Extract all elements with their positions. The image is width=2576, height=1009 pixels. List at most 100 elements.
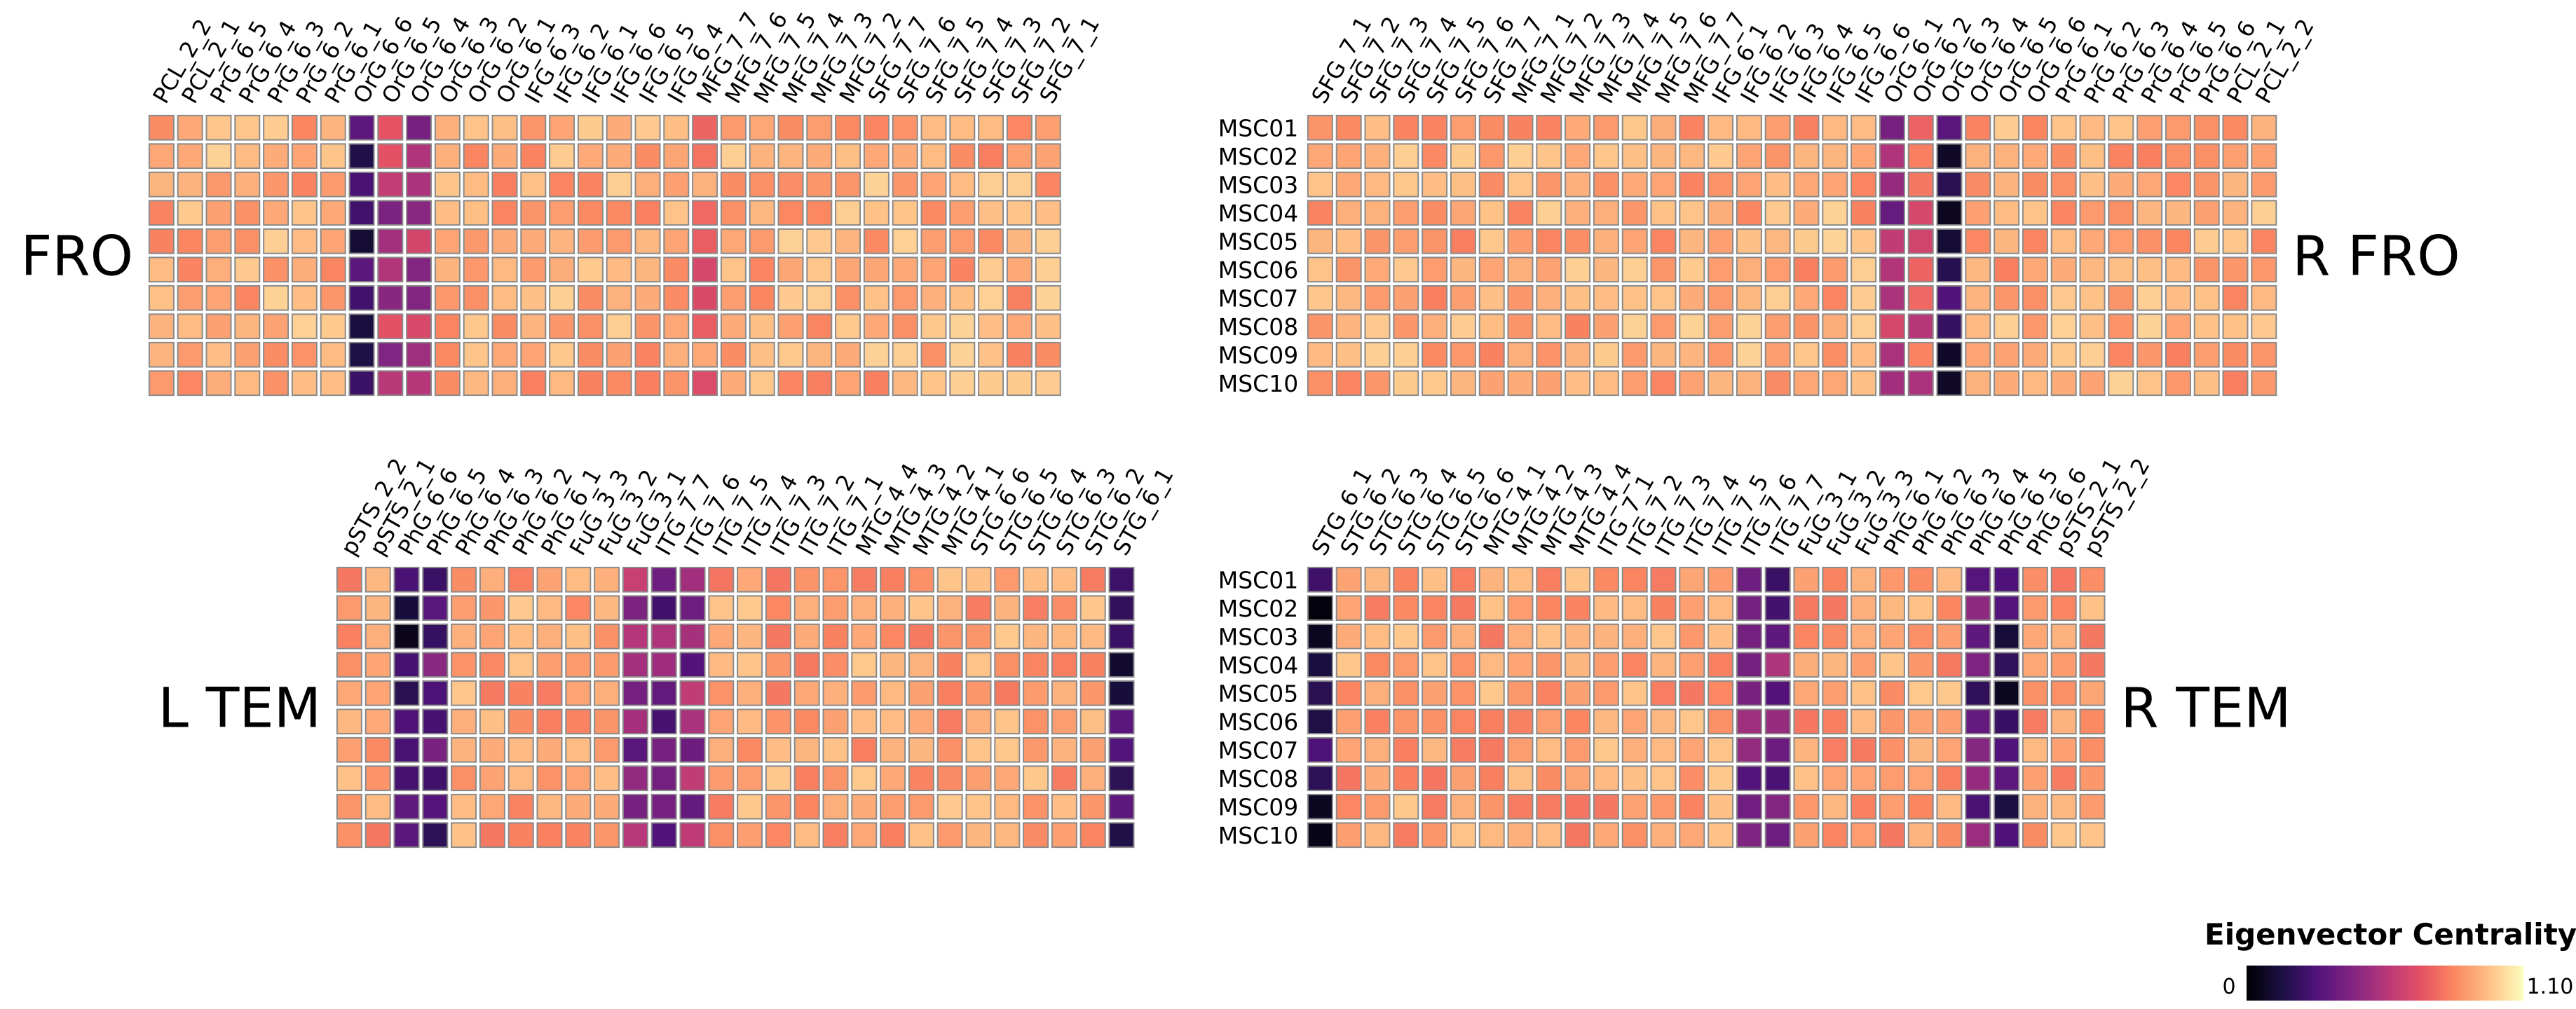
heatmap-cell — [650, 793, 677, 820]
heatmap-cell — [1335, 256, 1362, 283]
heatmap-cell — [822, 623, 849, 650]
heatmap-cell — [1108, 680, 1135, 706]
heatmap-cell — [205, 370, 232, 397]
heatmap-cell — [320, 256, 346, 283]
heatmap-cell — [393, 765, 420, 792]
heatmap-cell — [1736, 256, 1762, 283]
row-label: MSC03 — [1218, 623, 1298, 650]
heatmap-cell — [536, 623, 563, 650]
heatmap-cell — [1593, 171, 1619, 198]
heatmap-cell — [936, 793, 963, 820]
heatmap-cell — [835, 114, 861, 141]
heatmap-cell — [978, 256, 1004, 283]
heatmap-cell — [663, 114, 690, 141]
heatmap-cell — [234, 256, 261, 283]
heatmap-cell — [806, 284, 833, 311]
colorbar-max-label: 1.10 — [2527, 975, 2574, 999]
heatmap-cell — [1793, 171, 1820, 198]
heatmap-cell — [1450, 143, 1476, 170]
heatmap-cell — [749, 143, 775, 170]
heatmap-cell — [1936, 143, 1963, 170]
heatmap-cell — [1335, 341, 1362, 368]
heatmap-cell — [1507, 822, 1534, 849]
heatmap-cell — [920, 313, 947, 340]
heatmap-cell — [1650, 143, 1677, 170]
heatmap-cell — [263, 228, 289, 254]
heatmap-cell — [2222, 284, 2249, 311]
heatmap-cell — [1879, 708, 1905, 735]
heatmap-cell — [422, 793, 449, 820]
heatmap-cell — [263, 341, 289, 368]
heatmap-cell — [965, 566, 992, 593]
heatmap-cell — [892, 228, 918, 254]
heatmap-cell — [1450, 765, 1476, 792]
heatmap-cell — [364, 623, 391, 650]
heatmap-cell — [994, 822, 1021, 849]
heatmap-cell — [1393, 256, 1419, 283]
heatmap-cell — [336, 708, 362, 735]
heatmap-cell — [1006, 171, 1033, 198]
heatmap-cell — [1108, 595, 1135, 622]
heatmap-cell — [536, 652, 563, 678]
heatmap-cell — [422, 595, 449, 622]
heatmap-cell — [491, 256, 518, 283]
heatmap-cell — [1679, 143, 1705, 170]
heatmap-cell — [263, 256, 289, 283]
heatmap-cell — [507, 652, 534, 678]
heatmap-cell — [565, 595, 592, 622]
heatmap-cell — [737, 793, 763, 820]
heatmap-cell — [1708, 313, 1734, 340]
heatmap-cell — [1507, 652, 1534, 678]
heatmap-cell — [565, 765, 592, 792]
heatmap-cell — [1565, 680, 1591, 706]
heatmap-cell — [777, 341, 804, 368]
heatmap-cell — [1335, 680, 1362, 706]
heatmap-cell — [1822, 566, 1848, 593]
heatmap-cell — [1422, 370, 1448, 397]
heatmap-cell — [1335, 566, 1362, 593]
heatmap-cell — [1936, 284, 1963, 311]
heatmap-cell — [1536, 765, 1562, 792]
heatmap-cell — [1965, 793, 1991, 820]
heatmap-cell — [1364, 708, 1391, 735]
heatmap-cell — [364, 652, 391, 678]
heatmap-cell — [692, 114, 718, 141]
heatmap-cell — [1393, 736, 1419, 763]
heatmap-cell — [1108, 822, 1135, 849]
heatmap-cell — [2251, 171, 2277, 198]
heatmap-cell — [348, 370, 375, 397]
heatmap-cell — [1879, 228, 1905, 254]
heatmap-cell — [1565, 228, 1591, 254]
heatmap-cell — [1851, 228, 1877, 254]
heatmap-cell — [2079, 680, 2106, 706]
heatmap-cell — [1679, 341, 1705, 368]
heatmap-cell — [1393, 171, 1419, 198]
heatmap-cell — [1736, 284, 1762, 311]
heatmap-cell — [920, 370, 947, 397]
heatmap-cell — [377, 228, 404, 254]
heatmap-cell — [2022, 595, 2048, 622]
heatmap-cell — [2050, 284, 2077, 311]
heatmap-cell — [1478, 313, 1505, 340]
heatmap-cell — [507, 566, 534, 593]
heatmap-cell — [1079, 708, 1106, 735]
heatmap-cell — [1965, 765, 1991, 792]
heatmap-cell — [451, 793, 477, 820]
colorbar-min-label: 0 — [2222, 975, 2235, 999]
heatmap-cell — [1907, 822, 1934, 849]
heatmap-cell — [1565, 313, 1591, 340]
row-label: MSC06 — [1218, 708, 1298, 736]
heatmap-cell — [348, 284, 375, 311]
heatmap-cell — [1335, 822, 1362, 849]
heatmap-cell — [451, 822, 477, 849]
heatmap-cell — [679, 708, 706, 735]
heatmap-cell — [1593, 200, 1619, 226]
heatmap-cell — [320, 313, 346, 340]
heatmap-cell — [965, 680, 992, 706]
heatmap-cell — [2193, 370, 2220, 397]
heatmap-cell — [679, 623, 706, 650]
heatmap-cell — [1793, 652, 1820, 678]
heatmap-cell — [1051, 680, 1077, 706]
heatmap-cell — [2050, 680, 2077, 706]
heatmap-cell — [234, 200, 261, 226]
